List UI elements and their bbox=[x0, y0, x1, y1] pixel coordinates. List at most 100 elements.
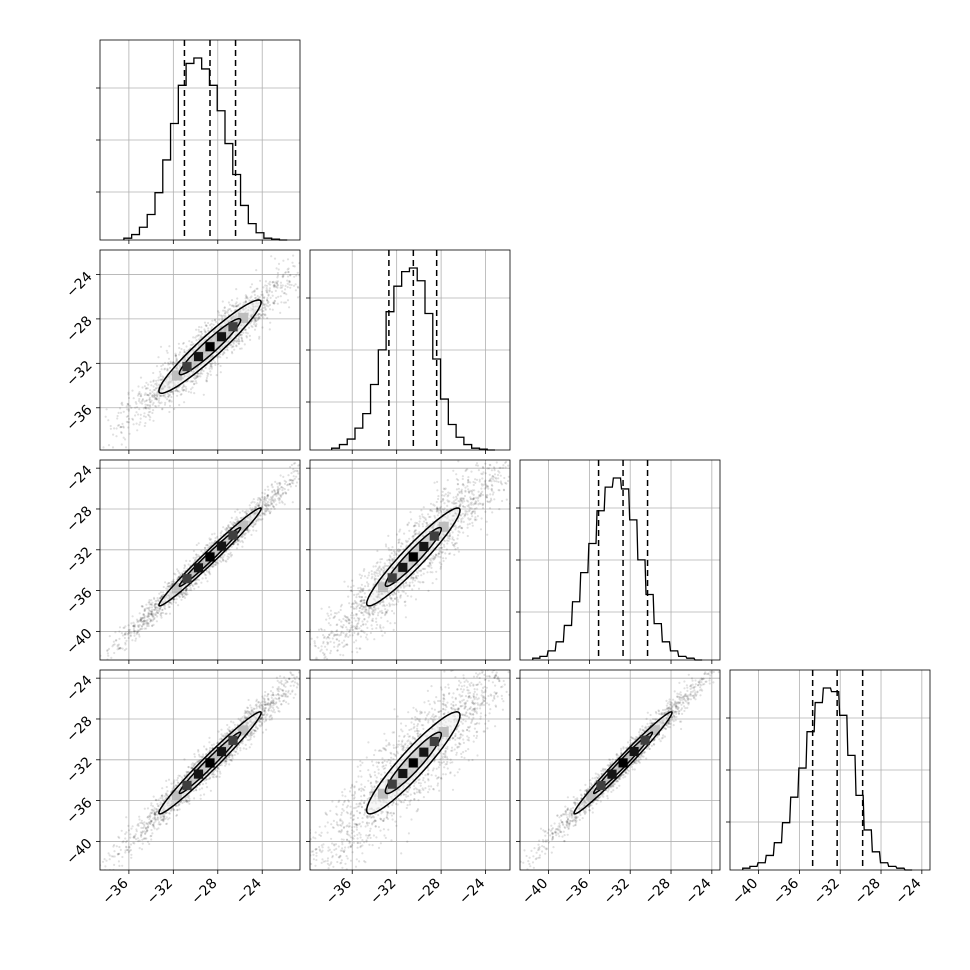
scatter-point bbox=[152, 608, 156, 612]
scatter-point bbox=[172, 600, 175, 604]
scatter-point bbox=[370, 624, 373, 627]
scatter-point bbox=[148, 603, 151, 606]
scatter-point bbox=[454, 498, 457, 502]
scatter-point bbox=[289, 274, 292, 277]
scatter-point bbox=[184, 592, 187, 595]
scatter-point bbox=[303, 266, 305, 268]
scatter-point bbox=[160, 595, 163, 598]
scatter-point bbox=[192, 336, 195, 339]
scatter-point bbox=[140, 620, 143, 623]
scatter-point bbox=[263, 303, 266, 306]
scatter-point bbox=[263, 497, 266, 501]
scatter-point bbox=[362, 614, 365, 617]
scatter-point bbox=[261, 294, 264, 297]
scatter-point bbox=[428, 561, 431, 565]
scatter-point bbox=[292, 667, 294, 669]
scatter-point bbox=[167, 392, 170, 395]
scatter-point bbox=[156, 615, 159, 618]
scatter-point bbox=[395, 552, 398, 555]
scatter-point bbox=[195, 583, 198, 586]
scatter-point bbox=[187, 563, 190, 566]
scatter-point bbox=[363, 599, 366, 602]
scatter-point bbox=[200, 326, 203, 329]
scatter-point bbox=[157, 600, 160, 603]
scatter-point bbox=[500, 483, 504, 486]
scatter-point bbox=[230, 555, 233, 558]
scatter-point bbox=[117, 647, 120, 650]
scatter-point bbox=[168, 345, 171, 348]
scatter-point bbox=[183, 401, 186, 404]
scatter-point bbox=[178, 596, 181, 599]
scatter-point bbox=[404, 582, 408, 585]
scatter-point bbox=[459, 514, 463, 517]
scatter-point bbox=[231, 352, 234, 355]
scatter-point bbox=[166, 368, 169, 371]
scatter-point bbox=[388, 602, 391, 605]
scatter-point bbox=[366, 620, 369, 623]
scatter-point bbox=[166, 582, 169, 586]
scatter-point bbox=[134, 414, 137, 417]
scatter-point bbox=[233, 339, 236, 342]
scatter-point bbox=[272, 280, 275, 283]
scatter-point bbox=[481, 477, 484, 480]
density-cell-core bbox=[228, 530, 238, 540]
scatter-point bbox=[143, 623, 146, 626]
scatter-point bbox=[243, 343, 246, 346]
scatter-point bbox=[251, 525, 254, 528]
scatter-point bbox=[191, 386, 194, 389]
scatter-point bbox=[200, 330, 203, 333]
scatter-point bbox=[402, 583, 405, 586]
scatter-point bbox=[333, 424, 335, 426]
scatter-point bbox=[198, 325, 201, 329]
scatter-point bbox=[524, 429, 526, 431]
scatter-point bbox=[133, 624, 137, 628]
scatter-point bbox=[244, 300, 247, 303]
scatter-point bbox=[446, 535, 449, 538]
scatter-point bbox=[170, 400, 173, 403]
scatter-point bbox=[303, 464, 305, 466]
scatter-point bbox=[227, 308, 230, 311]
scatter-point bbox=[255, 503, 258, 506]
scatter-point bbox=[143, 616, 146, 619]
scatter-point bbox=[544, 414, 546, 416]
scatter-point bbox=[150, 612, 153, 616]
scatter-point bbox=[259, 498, 262, 501]
scatter-point bbox=[357, 633, 360, 636]
scatter-point bbox=[136, 429, 139, 432]
scatter-point bbox=[120, 431, 123, 434]
scatter-point bbox=[148, 418, 151, 421]
scatter-point bbox=[294, 289, 297, 292]
scatter-point bbox=[284, 284, 287, 287]
panel-frame bbox=[729, 669, 931, 871]
scatter-point bbox=[258, 501, 262, 504]
scatter-point bbox=[194, 380, 197, 383]
scatter-point bbox=[136, 631, 139, 634]
scatter-point bbox=[515, 445, 517, 447]
scatter-point bbox=[259, 499, 263, 502]
scatter-point bbox=[405, 541, 408, 544]
scatter-point bbox=[338, 618, 341, 622]
scatter-point bbox=[548, 414, 550, 416]
scatter-point bbox=[121, 647, 124, 650]
scatter-point bbox=[225, 310, 228, 313]
scatter-point bbox=[213, 539, 217, 543]
scatter-point bbox=[328, 606, 331, 609]
scatter-point bbox=[102, 446, 105, 449]
scatter-point bbox=[124, 641, 127, 645]
scatter-point bbox=[190, 391, 193, 394]
scatter-point bbox=[376, 561, 379, 564]
scatter-point bbox=[286, 299, 290, 302]
scatter-point bbox=[271, 281, 274, 284]
scatter-point bbox=[455, 488, 458, 491]
scatter-point bbox=[285, 492, 288, 495]
scatter-point bbox=[266, 299, 269, 302]
scatter-point bbox=[179, 592, 182, 596]
scatter-point bbox=[162, 585, 165, 589]
scatter-point bbox=[184, 593, 187, 596]
scatter-point bbox=[147, 394, 150, 397]
scatter-point bbox=[141, 398, 144, 401]
scatter-point bbox=[178, 346, 181, 350]
scatter-point bbox=[121, 634, 125, 637]
scatter-point bbox=[137, 620, 140, 623]
scatter-point bbox=[445, 510, 448, 513]
